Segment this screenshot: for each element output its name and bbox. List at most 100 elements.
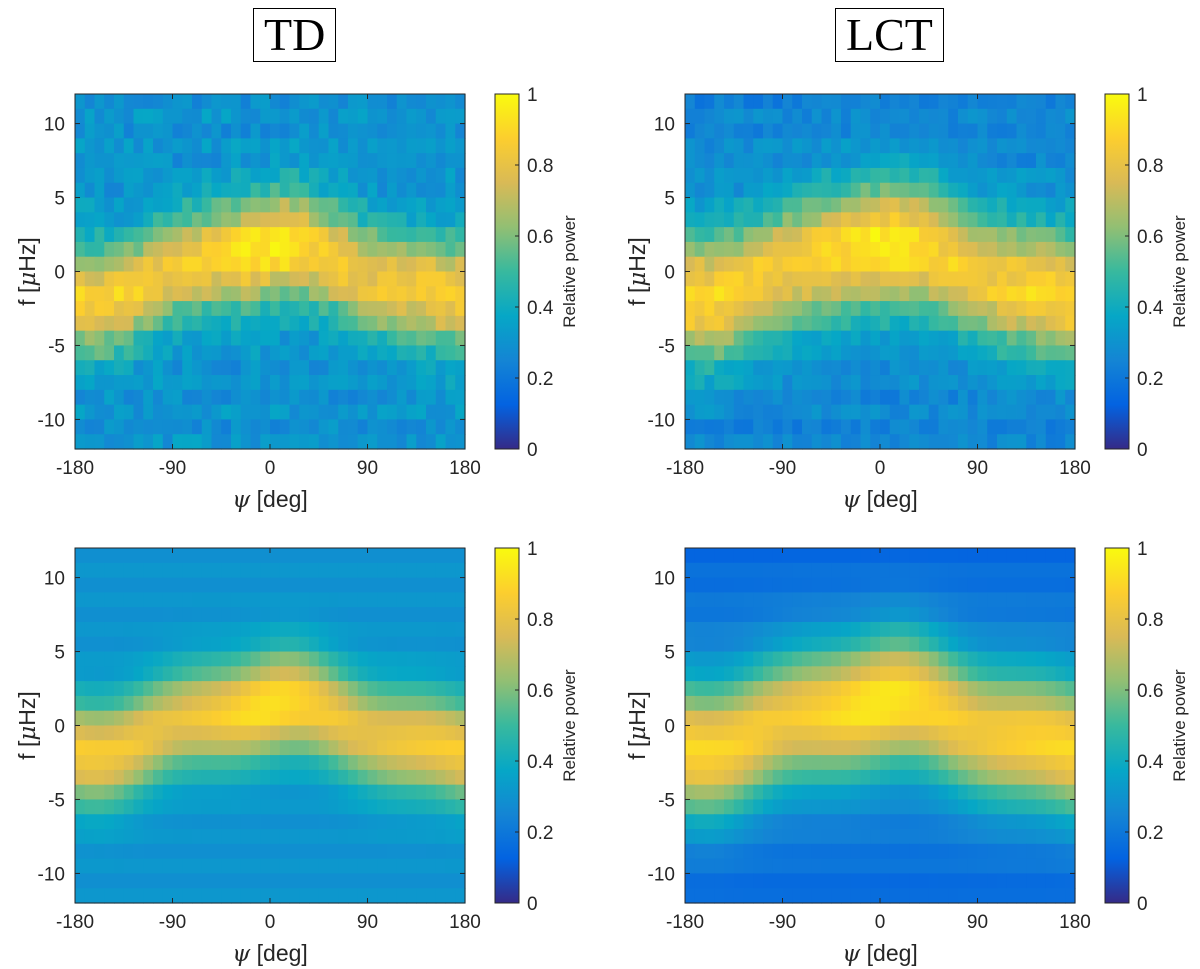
heatmap-cell — [753, 167, 764, 184]
heatmap-cell — [182, 108, 193, 125]
heatmap-cell — [831, 123, 842, 139]
heatmap-cell — [997, 577, 1008, 593]
heatmap-cell — [821, 740, 832, 756]
heatmap-cell — [123, 419, 135, 435]
heatmap-cell — [445, 651, 456, 667]
heatmap-cell — [338, 799, 349, 815]
heatmap-cell — [948, 651, 959, 667]
heatmap-cell — [772, 94, 784, 110]
heatmap-cell — [850, 725, 862, 741]
heatmap-cell — [299, 666, 310, 682]
heatmap-cell — [763, 873, 774, 889]
heatmap-cell — [1065, 829, 1076, 845]
heatmap-cell — [958, 562, 969, 579]
heatmap-cell — [338, 389, 349, 406]
heatmap-cell — [172, 740, 183, 756]
heatmap-cell — [831, 784, 842, 801]
heatmap-cell — [782, 138, 793, 154]
heatmap-cell — [299, 577, 310, 593]
heatmap-cell — [870, 858, 881, 875]
heatmap-cell — [899, 607, 910, 623]
heatmap-cell — [328, 651, 339, 667]
heatmap-cell — [309, 419, 320, 435]
heatmap-cell — [958, 681, 969, 697]
heatmap-cell — [704, 167, 715, 184]
heatmap-cell — [348, 621, 359, 638]
heatmap-cell — [889, 108, 901, 125]
heatmap-cell — [967, 389, 979, 406]
heatmap-cell — [821, 271, 832, 287]
heatmap-cell — [870, 636, 881, 653]
heatmap-cell — [880, 94, 891, 110]
heatmap-cell — [919, 562, 930, 579]
heatmap-cell — [211, 108, 222, 125]
heatmap-cell — [1016, 843, 1027, 860]
heatmap-cell — [221, 858, 232, 875]
heatmap-cell — [977, 197, 988, 213]
heatmap-cell — [445, 330, 456, 347]
heatmap-cell — [84, 271, 96, 287]
heatmap-cell — [1006, 814, 1018, 830]
heatmap-cell — [860, 286, 871, 302]
heatmap-cell — [231, 873, 242, 889]
heatmap-cell — [309, 636, 320, 653]
heatmap-cell — [367, 286, 378, 302]
heatmap-cell — [1055, 784, 1066, 801]
heatmap-cell — [211, 404, 222, 421]
heatmap-cell — [299, 695, 310, 712]
heatmap-cell — [377, 710, 388, 727]
heatmap-cell — [192, 404, 203, 421]
heatmap-cell — [94, 286, 105, 302]
heatmap-cell — [1065, 419, 1076, 435]
heatmap-cell — [1045, 695, 1057, 712]
heatmap-cell — [143, 577, 154, 593]
heatmap-cell — [396, 695, 408, 712]
heatmap-cell — [162, 153, 174, 169]
heatmap-cell — [435, 607, 447, 623]
heatmap-cell — [153, 182, 164, 199]
heatmap-cell — [743, 607, 754, 623]
heatmap-cell — [338, 636, 349, 653]
heatmap-cell — [318, 138, 330, 154]
heatmap-cell — [821, 548, 832, 564]
heatmap-cell — [958, 212, 969, 228]
heatmap-cell — [153, 241, 164, 258]
heatmap-cell — [94, 548, 105, 564]
heatmap-cell — [870, 740, 881, 756]
heatmap-cell — [831, 755, 842, 771]
heatmap-cell — [211, 636, 222, 653]
heatmap-cell — [201, 695, 213, 712]
heatmap-cell — [772, 434, 784, 450]
heatmap-cell — [104, 167, 115, 184]
heatmap-cell — [967, 404, 979, 421]
heatmap-cell — [387, 636, 398, 653]
heatmap-cell — [899, 94, 910, 110]
heatmap-cell — [367, 784, 378, 801]
heatmap-cell — [802, 814, 813, 830]
colorbar-tick-label: 0.6 — [1137, 227, 1163, 248]
heatmap-cell — [987, 621, 998, 638]
heatmap-cell — [299, 212, 310, 228]
heatmap-cell — [455, 548, 466, 564]
heatmap-cell — [763, 858, 774, 875]
heatmap-cell — [455, 740, 466, 756]
heatmap-cell — [685, 108, 696, 125]
heatmap-cell — [426, 271, 437, 287]
heatmap-cell — [231, 315, 242, 332]
colorbar-tick-label: 0 — [1137, 894, 1148, 915]
heatmap-cell — [1016, 681, 1027, 697]
heatmap-cell — [850, 784, 862, 801]
heatmap-cell — [94, 681, 105, 697]
heatmap-cell — [270, 360, 281, 376]
heatmap-cell — [782, 681, 793, 697]
heatmap-cell — [977, 256, 988, 273]
heatmap-cell — [406, 197, 417, 213]
heatmap-cell — [192, 375, 203, 391]
heatmap-cell — [802, 108, 813, 125]
heatmap-cell — [928, 301, 940, 317]
heatmap-cell — [1016, 710, 1027, 727]
heatmap-cell — [240, 548, 252, 564]
heatmap-cell — [958, 873, 969, 889]
heatmap-cell — [782, 592, 793, 608]
heatmap-cell — [279, 404, 291, 421]
